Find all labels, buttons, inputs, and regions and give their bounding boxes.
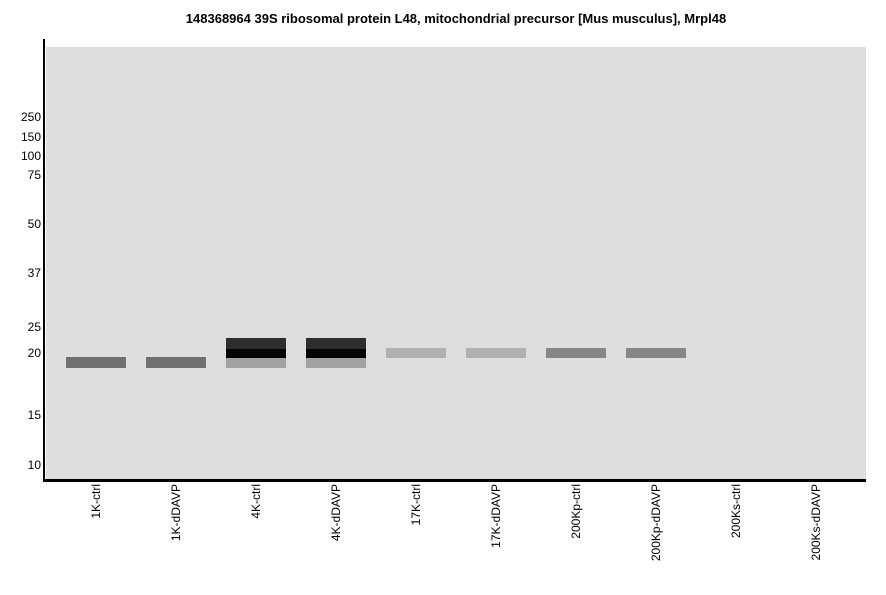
band-4K-dDAVP [306,358,366,368]
lane-label-1K-dDAVP: 1K-dDAVP [169,484,183,542]
y-tick-label-50: 50 [27,217,41,231]
band-1K-dDAVP [146,357,206,368]
y-tick-label-20: 20 [27,346,41,360]
lane-label-17K-ctrl: 17K-ctrl [409,484,423,526]
lane-label-17K-dDAVP: 17K-dDAVP [489,484,503,548]
band-4K-ctrl [226,349,286,358]
band-4K-dDAVP [306,349,366,358]
lane-label-4K-ctrl: 4K-ctrl [249,484,263,519]
y-tick-label-10: 10 [27,458,41,472]
x-axis-line [43,479,866,482]
y-tick-label-37: 37 [27,266,41,280]
lane-label-200Kp-ctrl: 200Kp-ctrl [569,484,583,539]
plot-area [46,47,866,479]
lane-label-1K-ctrl: 1K-ctrl [89,484,103,519]
y-tick-label-150: 150 [20,130,41,144]
y-axis-line [43,39,45,482]
y-tick-label-25: 25 [27,320,41,334]
y-tick-label-75: 75 [27,168,41,182]
band-17K-ctrl [386,348,446,358]
y-tick-label-250: 250 [20,110,41,124]
lane-label-200Kp-dDAVP: 200Kp-dDAVP [649,484,663,562]
lane-label-4K-dDAVP: 4K-dDAVP [329,484,343,542]
figure-title: 148368964 39S ribosomal protein L48, mit… [185,11,727,26]
band-1K-ctrl [66,357,126,368]
lane-label-200Ks-ctrl: 200Ks-ctrl [729,484,743,539]
band-4K-ctrl [226,338,286,349]
band-4K-ctrl [226,358,286,368]
band-4K-dDAVP [306,338,366,349]
y-tick-label-100: 100 [20,149,41,163]
band-200Kp-dDAVP [626,348,686,358]
band-17K-dDAVP [466,348,526,358]
y-tick-label-15: 15 [27,408,41,422]
lane-label-200Ks-dDAVP: 200Ks-dDAVP [809,484,823,561]
band-200Kp-ctrl [546,348,606,358]
